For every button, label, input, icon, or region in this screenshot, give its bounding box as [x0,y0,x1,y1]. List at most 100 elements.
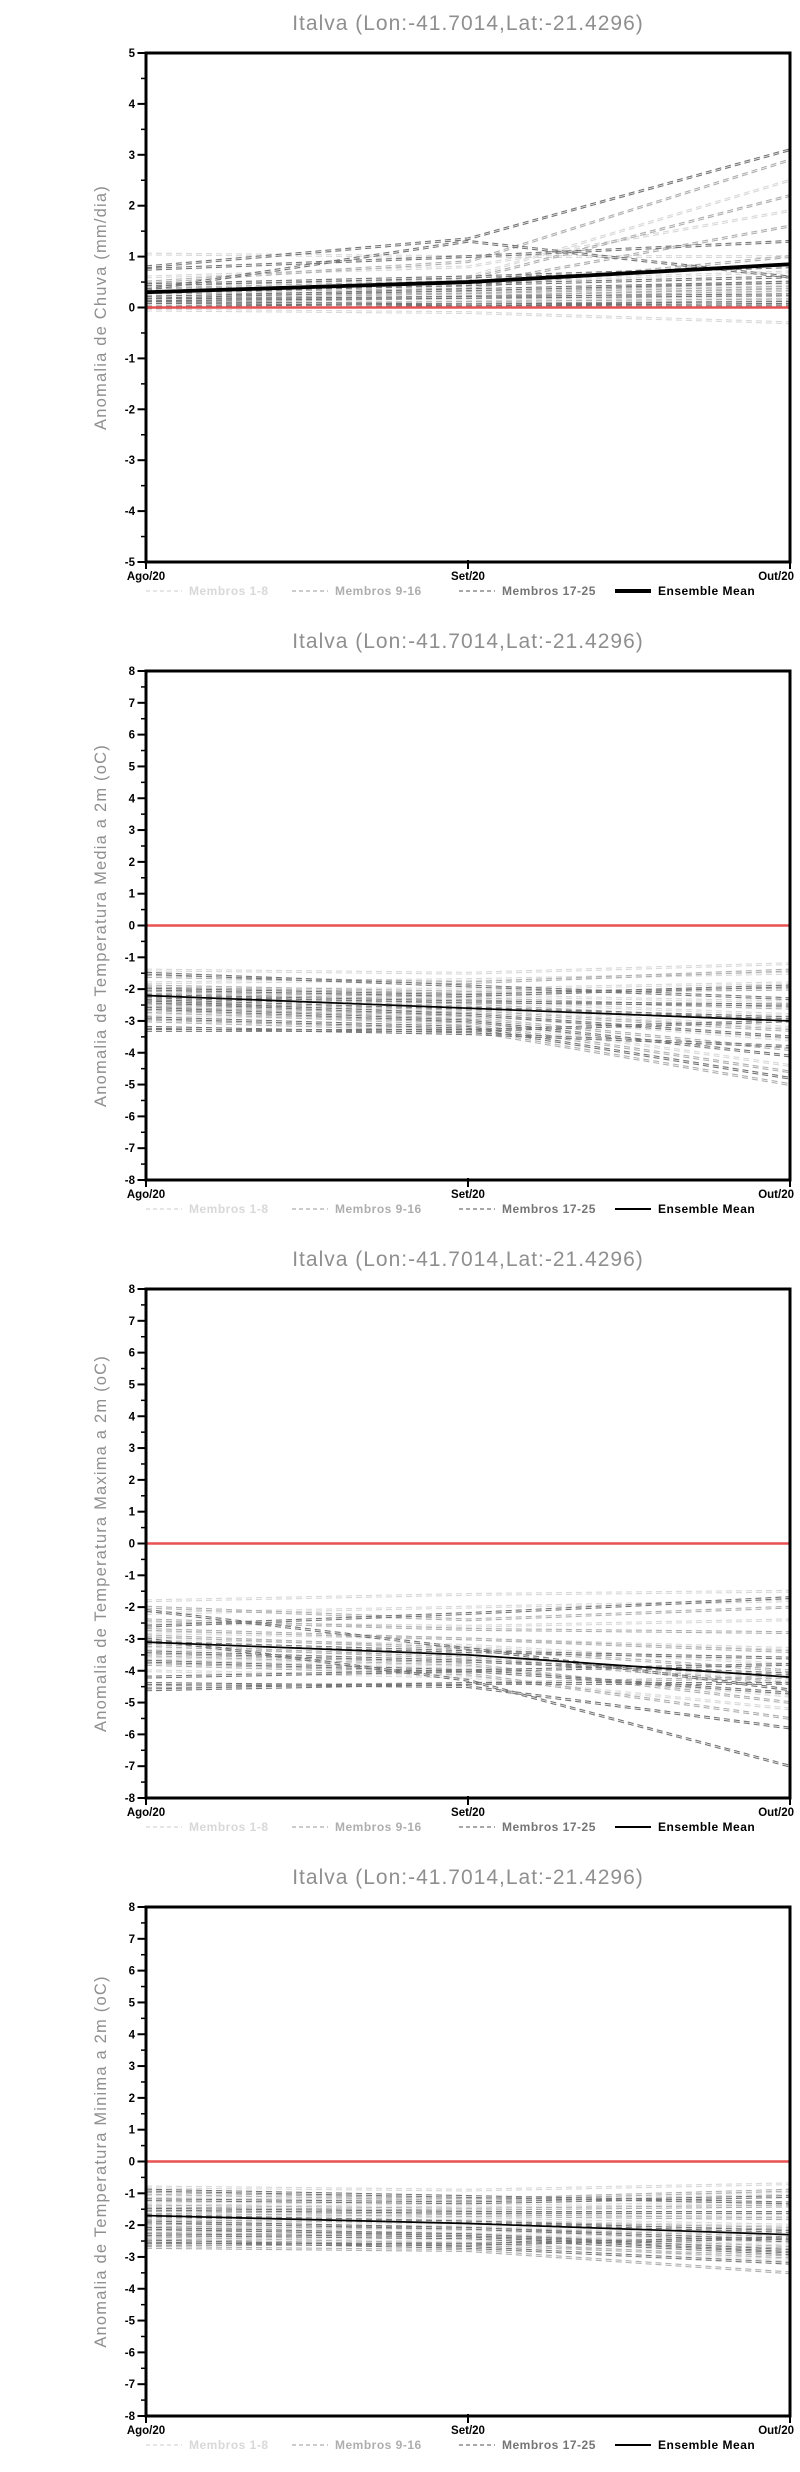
legend-label: Ensemble Mean [658,584,755,598]
y-axis-ticks: 8 7 6 5 4 3 2 1 0 -1 -2 -3 -4 -5 -6 -7 -8 [125,666,146,1187]
member-line [145,1669,791,1709]
member-line [145,2190,791,2205]
y-tick-label: -3 [125,1634,135,1646]
member-line [145,962,791,973]
y-tick-label: 0 [129,1539,135,1551]
legend-label: Membros 9-16 [335,2438,422,2452]
y-tick-label: 1 [129,252,136,264]
member-line [145,297,791,304]
member-line [145,1658,791,1698]
member-line [145,1682,790,1690]
ensemble-members [145,2182,791,2275]
member-line [145,1589,791,1601]
member-line [145,160,791,284]
y-tick-label: 3 [129,825,135,837]
ensemble-mean-line [145,262,791,295]
member-line [145,1000,791,1037]
member-line [145,158,791,282]
member-line [145,1591,791,1603]
member-line [145,1656,791,1696]
member-line [145,308,791,323]
y-tick-label: 1 [129,889,136,901]
member-line [145,256,791,294]
y-tick-label: 8 [129,1902,136,1914]
member-line [145,986,791,997]
member-line [145,2241,791,2265]
member-line [145,280,791,295]
member-line [145,973,791,985]
y-tick-label: -7 [125,1143,135,1155]
y-tick-label: -3 [125,2252,135,2264]
member-line [145,2206,791,2211]
y-tick-label: 2 [129,857,135,869]
y-tick-label: 6 [129,730,135,742]
member-line [145,211,791,279]
y-tick-label: -3 [125,1016,135,1028]
y-tick-label: 7 [129,698,135,710]
y-tick-label: 5 [129,48,136,60]
member-line [145,984,791,992]
legend-label: Membros 1-8 [189,1820,269,1834]
chart-panel-temp-media-anomalia: Italva (Lon:-41.7014,Lat:-21.4296) Anomal… [0,618,800,1236]
chart-svg: Italva (Lon:-41.7014,Lat:-21.4296) Anomal… [92,630,794,1216]
member-line [145,1637,791,1766]
member-line [145,1002,791,1039]
chart-svg: Italva (Lon:-41.7014,Lat:-21.4296) Anomal… [92,1248,794,1834]
member-line [145,1002,791,1032]
member-line [145,1027,791,1048]
member-line [145,280,791,297]
member-line [145,2215,791,2227]
member-line [145,1618,791,1633]
member-line [145,1000,791,1031]
member-line [145,971,791,983]
member-line [145,994,791,1021]
member-line [145,302,791,309]
member-line [145,995,791,1023]
y-axis-ticks: 8 7 6 5 4 3 2 1 0 -1 -2 -3 -4 -5 -6 -7 -8 [125,1902,146,2423]
member-line [145,310,791,325]
y-tick-label: -2 [125,984,135,996]
member-line [145,2247,791,2275]
legend-label: Membros 17-25 [502,2438,596,2452]
member-line [145,986,791,994]
member-line [145,2204,791,2209]
ensemble-members [145,962,791,1087]
y-tick-label: 3 [129,1443,135,1455]
y-axis-label: Anomalia de Temperatura Minima a 2m (oC) [92,1975,110,2347]
x-tick-label: Ago/20 [127,571,165,583]
member-line [145,1648,791,1682]
member-line [145,1653,791,1703]
member-line [145,255,791,292]
member-line [146,1019,791,1031]
member-line [145,282,791,297]
chart-title: Italva (Lon:-41.7014,Lat:-21.4296) [292,630,644,653]
y-tick-label: 8 [129,666,136,678]
y-tick-label: 5 [129,761,136,773]
member-line [145,1003,791,1050]
member-line [145,1608,791,1690]
member-line [145,1627,791,1652]
ensemble-mean-line [145,1641,791,1678]
y-tick-label: -8 [125,2411,136,2423]
chart-legend: Membros 1-8 Membros 9-16 Membros 17-25 Ense… [146,1820,755,1834]
y-tick-label: 4 [129,1411,136,1423]
y-tick-label: 1 [129,2125,136,2137]
y-axis-ticks: 8 7 6 5 4 3 2 1 0 -1 -2 -3 -4 -5 -6 -7 -8 [125,1284,146,1805]
member-line [145,300,791,307]
y-tick-label: -5 [125,1080,136,1092]
member-line [145,2222,791,2237]
y-tick-label: -4 [125,506,136,518]
member-line [145,241,791,292]
member-line [145,2235,791,2262]
y-tick-label: -1 [125,952,136,964]
member-line [145,1637,791,1665]
member-line [146,981,791,989]
member-line [145,1655,791,1705]
member-line [145,277,791,294]
member-line [145,298,791,305]
member-line [145,2207,790,2213]
member-line [145,1643,791,1684]
member-line [145,2182,791,2190]
member-line [145,2235,791,2256]
member-line [145,2212,791,2221]
